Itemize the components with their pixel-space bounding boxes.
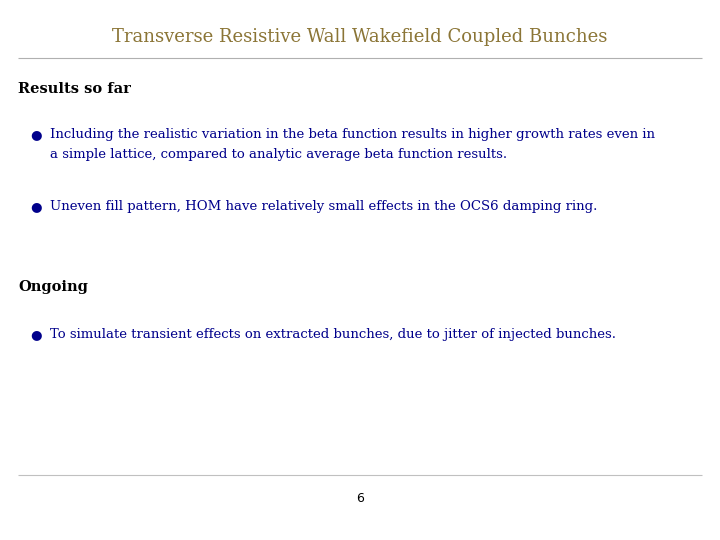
Text: Uneven fill pattern, HOM have relatively small effects in the OCS6 damping ring.: Uneven fill pattern, HOM have relatively… xyxy=(50,200,598,213)
Text: To simulate transient effects on extracted bunches, due to jitter of injected bu: To simulate transient effects on extract… xyxy=(50,328,616,341)
Text: 6: 6 xyxy=(356,492,364,505)
Text: ●: ● xyxy=(30,328,42,341)
Text: Results so far: Results so far xyxy=(18,82,131,96)
Text: Transverse Resistive Wall Wakefield Coupled Bunches: Transverse Resistive Wall Wakefield Coup… xyxy=(112,28,608,46)
Text: ●: ● xyxy=(30,128,42,141)
Text: Ongoing: Ongoing xyxy=(18,280,88,294)
Text: ●: ● xyxy=(30,200,42,213)
Text: Including the realistic variation in the beta function results in higher growth : Including the realistic variation in the… xyxy=(50,128,655,141)
Text: a simple lattice, compared to analytic average beta function results.: a simple lattice, compared to analytic a… xyxy=(50,148,507,161)
